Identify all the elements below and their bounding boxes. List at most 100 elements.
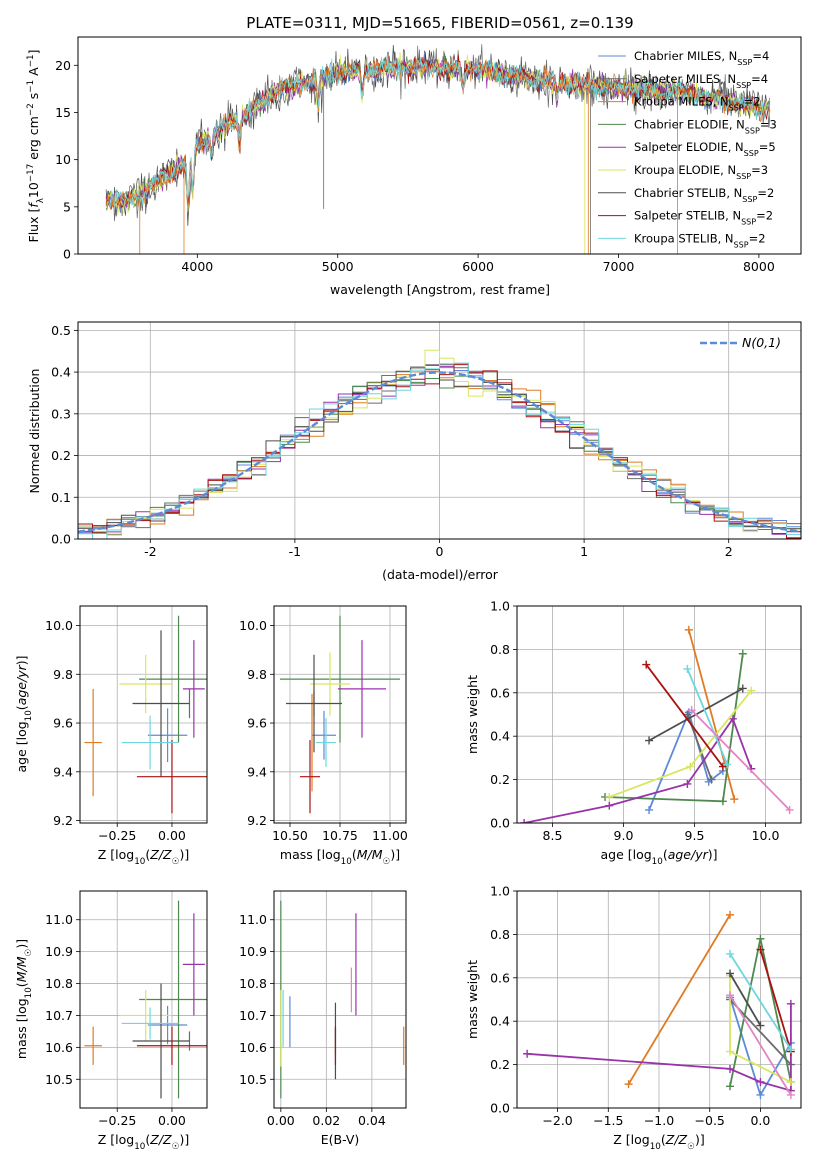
- x-axis-label: Z [log10(Z/Z☉)]: [613, 1132, 704, 1152]
- weight-series-8: [726, 949, 795, 1054]
- errorbar-point: [84, 688, 102, 797]
- y-tick-label: 9.2: [247, 813, 267, 828]
- x-tick-label: 9.5: [685, 828, 705, 843]
- axes-frame: [516, 605, 802, 824]
- y-tick-label: 11.0: [239, 912, 267, 927]
- axes-frame: [273, 890, 407, 1109]
- weight-marker: [786, 1045, 795, 1054]
- legend: Chabrier MILES, NSSP=4 Salpeter MILES, NS…: [598, 49, 777, 249]
- x-tick-label: −1.0: [644, 1113, 674, 1128]
- x-axis-label: E(B-V): [321, 1132, 360, 1147]
- weight-marker: [605, 792, 614, 801]
- y-axis-label: mass weight: [465, 675, 480, 754]
- y-tick-label: 10.5: [45, 1072, 73, 1087]
- chart-residuals: -2 -1 0 1 2 0.0 0.1 0.2 0.3 0.4 0.5 N(0,1) (data-mod…: [27, 321, 802, 582]
- axes-frame: [273, 605, 407, 824]
- y-tick-label: 10.0: [239, 618, 267, 633]
- legend-label: Chabrier MILES, NSSP=4: [634, 49, 769, 67]
- x-tick-label: 8000: [743, 259, 775, 274]
- plot-area: [280, 615, 400, 814]
- y-tick-label: 10.6: [239, 1040, 267, 1055]
- y-tick-label: 10.8: [45, 976, 73, 991]
- plot-area: [84, 615, 207, 814]
- x-tick-label: 10.0: [752, 828, 780, 843]
- legend-label: Kroupa STELIB, NSSP=2: [634, 231, 766, 249]
- y-tick-label: 0.2: [51, 448, 71, 463]
- y-tick-label: 0.5: [51, 323, 71, 338]
- y-tick-label: 0.6: [490, 685, 510, 700]
- y-tick-label: 10.6: [45, 1040, 73, 1055]
- y-tick-label: 9.6: [247, 716, 267, 731]
- weight-marker: [642, 660, 651, 669]
- ticks: −0.25 0.00 9.2 9.4 9.6 9.8 10.0: [45, 618, 186, 843]
- weight-line: [686, 668, 729, 765]
- y-tick-label: 0.8: [490, 642, 510, 657]
- y-tick-label: 0.2: [490, 1057, 510, 1072]
- x-tick-label: 10.50: [272, 828, 308, 843]
- y-tick-label: 0.1: [51, 490, 71, 505]
- weight-marker: [684, 625, 693, 634]
- chart-mass-vs-Z: −0.25 0.00 10.5 10.6 10.7 10.8 10.9 11.0 Z [log1…: [14, 890, 208, 1152]
- weight-marker: [726, 991, 734, 1000]
- weight-series-8: [683, 664, 732, 769]
- weight-line: [729, 973, 762, 1026]
- x-tick-label: 0.00: [158, 1113, 186, 1128]
- ticks: 4000 5000 6000 7000 8000 0 5 10 15 20: [55, 58, 775, 274]
- y-tick-label: 10.8: [239, 976, 267, 991]
- chart-weight-vs-age: 8.5 9.0 9.5 10.0 0.0 0.2 0.4 0.6 0.8 1.0 age [log1…: [465, 599, 802, 867]
- y-tick-label: 10.7: [239, 1008, 267, 1023]
- errorbar-point: [139, 615, 207, 743]
- chart-mass-vs-ebv: 0.00 0.02 0.04 10.5 10.6 10.7 10.8 10.9 11.0 E(B-…: [239, 890, 407, 1147]
- y-axis-label: Normed distribution: [27, 369, 42, 494]
- y-axis-label: mass weight: [465, 960, 480, 1039]
- legend-label: Salpeter ELODIE, NSSP=5: [634, 140, 776, 158]
- x-tick-label: 4000: [181, 259, 213, 274]
- x-tick-label: −1.5: [593, 1113, 623, 1128]
- y-tick-label: 15: [55, 105, 71, 120]
- axes-frame: [79, 890, 208, 1109]
- weight-marker: [726, 1064, 734, 1073]
- legend-label: Salpeter MILES, NSSP=4: [634, 72, 768, 90]
- ticks: 0.00 0.02 0.04 10.5 10.6 10.7 10.8 10.9 11.0: [239, 912, 386, 1128]
- weight-line: [729, 994, 792, 1096]
- weight-marker: [645, 805, 654, 814]
- weight-marker: [726, 910, 734, 919]
- x-tick-label: -1: [289, 544, 301, 559]
- y-axis-label: mass [log10(M/M☉)]: [14, 939, 34, 1059]
- weight-marker: [683, 779, 692, 788]
- weight-series-9: [726, 991, 795, 1099]
- weight-marker: [726, 1082, 734, 1091]
- errorbar-point: [182, 640, 205, 738]
- errorbar-point: [132, 630, 190, 777]
- x-tick-label: 2: [725, 544, 733, 559]
- weight-marker: [683, 664, 692, 673]
- y-tick-label: 20: [55, 58, 71, 73]
- legend-label: N(0,1): [742, 335, 781, 350]
- axes-frame: [77, 321, 802, 540]
- y-tick-label: 9.8: [247, 667, 267, 682]
- y-tick-label: 9.4: [247, 764, 267, 779]
- axes-frame: [79, 605, 208, 824]
- axes-frame: [516, 890, 802, 1109]
- legend: N(0,1): [700, 335, 781, 350]
- weight-marker: [687, 706, 696, 715]
- y-tick-label: 0.4: [490, 729, 510, 744]
- weight-marker: [730, 795, 739, 804]
- ticks: −2.0 −1.5 −1.0 −0.5 0.0 0.0 0.2 0.4 0.6 0.8 1.0: [490, 884, 770, 1129]
- chart-weight-vs-Z: −2.0 −1.5 −1.0 −0.5 0.0 0.0 0.2 0.4 0.6 0.8 1.0 Z […: [465, 884, 802, 1152]
- weight-marker: [786, 1077, 795, 1086]
- x-tick-label: 0.00: [158, 828, 186, 843]
- weight-marker: [747, 686, 756, 695]
- x-tick-label: 0.02: [312, 1113, 340, 1128]
- x-axis-label: mass [log10(M/M☉)]: [280, 847, 400, 867]
- x-tick-label: 0.0: [750, 1113, 770, 1128]
- weight-marker: [726, 969, 734, 978]
- chart-age-vs-mass: 10.50 10.75 11.00 9.2 9.4 9.6 9.8 10.0 mass [log…: [239, 605, 408, 867]
- weight-marker: [785, 805, 794, 814]
- gridlines: [80, 606, 207, 823]
- y-tick-label: 10.5: [239, 1072, 267, 1087]
- plot-area: [523, 910, 795, 1099]
- x-axis-label: Z [log10(Z/Z☉)]: [98, 847, 189, 867]
- y-tick-label: 1.0: [490, 884, 510, 899]
